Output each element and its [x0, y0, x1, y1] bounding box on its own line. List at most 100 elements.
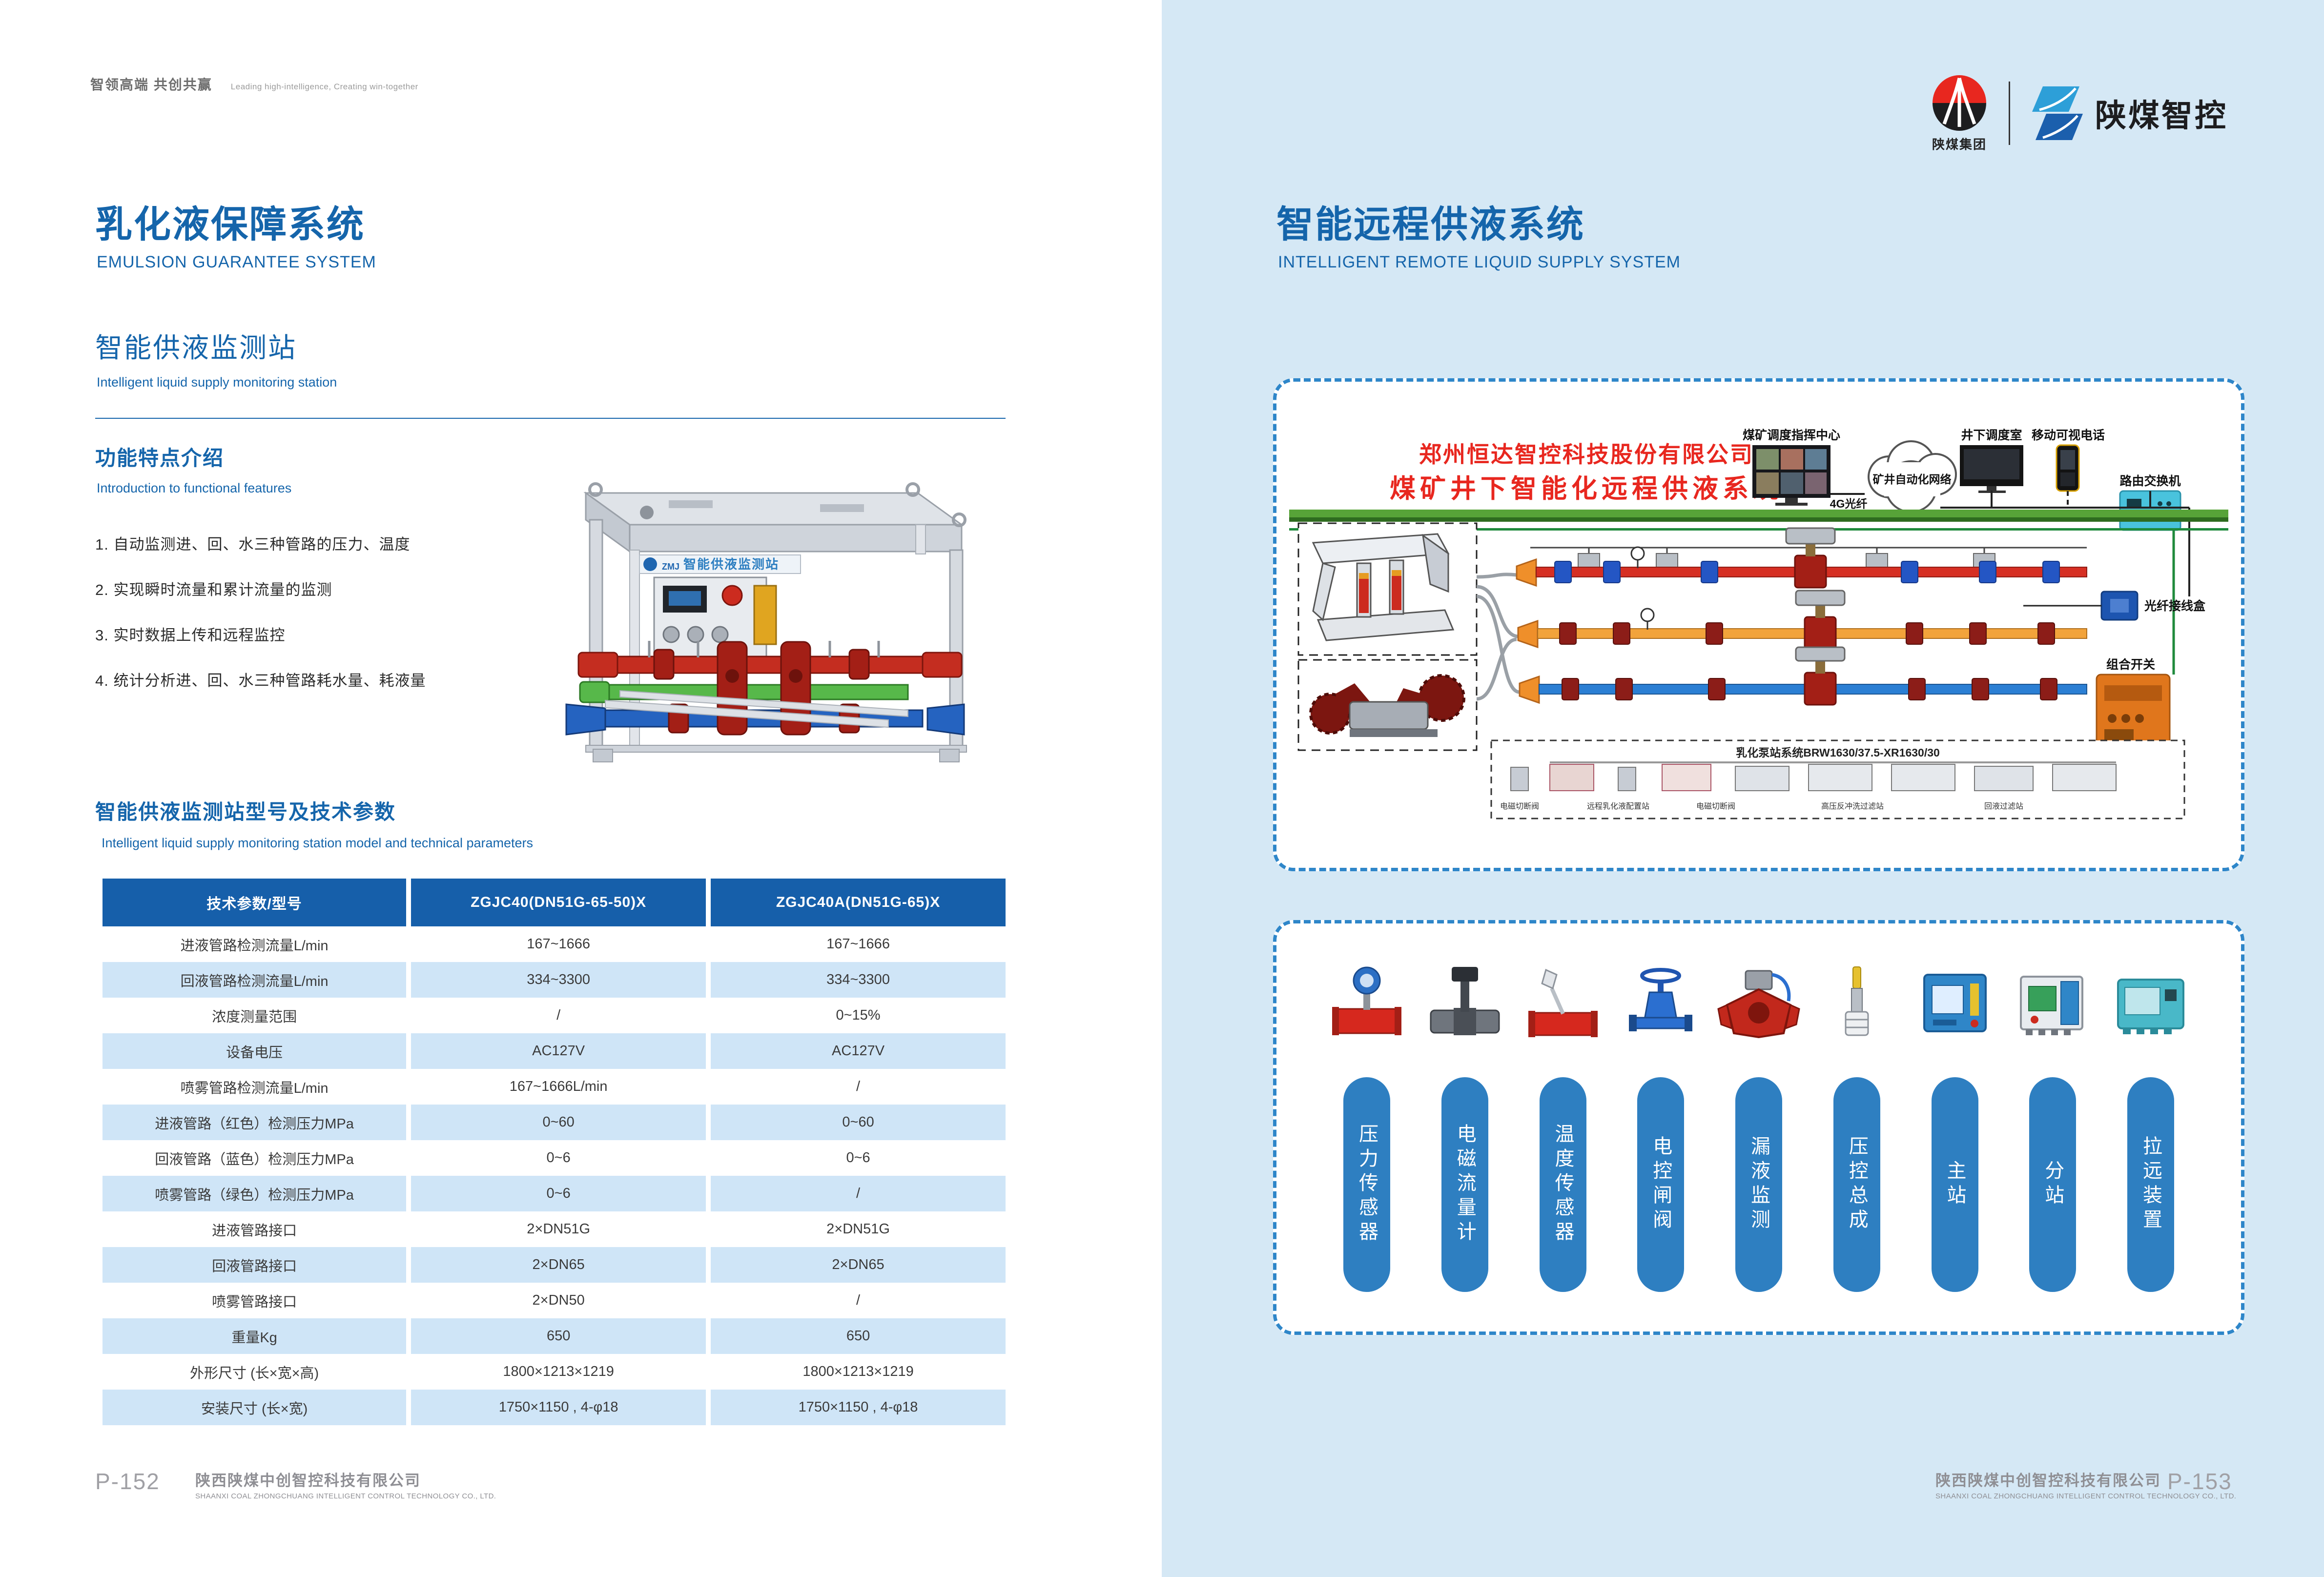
features-heading-en: Introduction to functional features [97, 481, 292, 495]
pressure-sensor-icon [1332, 966, 1401, 1035]
row-value: 2×DN50 [411, 1283, 706, 1318]
row-value: 1800×1213×1219 [711, 1354, 1006, 1390]
fiber-box-label: 光纤接线盒 [2144, 599, 2206, 613]
remote-device-icon [2117, 979, 2184, 1034]
pump-station-labels: 电磁切断阀 远程乳化液配置站 电磁切断阀 高压反冲洗过滤站 回液过滤站 [1500, 802, 2023, 811]
svg-text:回液过滤站: 回液过滤站 [1984, 802, 2023, 811]
pump-station-equipment [1510, 761, 2117, 791]
component-pill-label: 拉远装置 [2140, 1136, 2161, 1233]
shaanxi-coal-group-icon [1933, 75, 1986, 131]
return-pipeline-orange [1517, 590, 2087, 650]
table-row: 浓度测量范围/0~15% [103, 998, 1006, 1033]
row-value: 167~1666 [711, 926, 1006, 962]
component-pill-label: 压控总成 [1846, 1136, 1868, 1233]
row-value: 0~60 [711, 1105, 1006, 1140]
row-label: 安装尺寸 (长×宽) [103, 1390, 407, 1425]
row-label: 进液管路检测流量L/min [103, 926, 407, 962]
component-pill-label: 主站 [1944, 1160, 1966, 1209]
row-value: / [711, 1176, 1006, 1211]
slogan-en: Leading high-intelligence, Creating win-… [230, 82, 418, 91]
brand-logos: 陕煤集团 陕煤智控 [1931, 73, 2228, 153]
feature-item: 4. 统计分析进、回、水三种管路耗水量、耗液量 [95, 672, 426, 689]
spec-table-header-row: 技术参数/型号 ZGJC40(DN51G-65-50)X ZGJC40A(DN5… [103, 879, 1006, 926]
table-row: 回液管路（蓝色）检测压力MPa 0~6 0~6 [103, 1140, 1006, 1176]
footer-company-en: SHAANXI COAL ZHONGCHUANG INTELLIGENT CON… [1935, 1492, 2237, 1500]
row-value: / [711, 1069, 1006, 1105]
component-item: 电磁流量计 [1421, 960, 1509, 1292]
footer-company-left: 陕西陕煤中创智控科技有限公司 SHAANXI COAL ZHONGCHUANG … [195, 1468, 496, 1500]
row-value: 0~6 [711, 1140, 1006, 1176]
feature-item: 2. 实现瞬时流量和累计流量的监测 [95, 581, 332, 598]
row-label: 回液管路接口 [103, 1247, 407, 1283]
row-value: 334~3300 [711, 962, 1006, 998]
row-value: AC127V [711, 1033, 1006, 1069]
group-logo: 陕煤集团 [1931, 73, 1988, 153]
row-label: 喷雾管路检测流量L/min [103, 1069, 407, 1105]
page-title: 乳化液保障系统 [95, 204, 365, 246]
section-title-en: Intelligent liquid supply monitoring sta… [97, 375, 337, 389]
shearer-image [1309, 674, 1465, 737]
page-left: 智领高端 共创共赢 Leading high-intelligence, Crea… [90, 77, 1006, 1500]
table-row: 进液管路（红色）检测压力MPa 0~60 0~60 [103, 1105, 1006, 1140]
component-item: 压控总成 [1813, 960, 1901, 1292]
svg-text:电磁切断阀: 电磁切断阀 [1500, 802, 1539, 811]
component-pill-label: 压力传感器 [1356, 1124, 1378, 1246]
router-label: 路由交换机 [2119, 474, 2180, 488]
component-item: 拉远装置 [2107, 960, 2195, 1292]
component-item: 电控闸阀 [1617, 960, 1705, 1292]
combo-switch-label: 组合开关 [2106, 657, 2155, 672]
grass-strip [1289, 510, 2228, 519]
row-value: 1750×1150 , 4-φ18 [411, 1390, 706, 1425]
component-pill: 压力传感器 [1343, 1077, 1390, 1292]
row-label: 回液管路检测流量L/min [103, 962, 407, 998]
table-row: 喷雾管路接口 2×DN50/ [103, 1283, 1006, 1318]
zhikong-logo-icon [2032, 86, 2083, 140]
dispatch-monitor-screens [1756, 449, 1827, 494]
page-title-en: EMULSION GUARANTEE SYSTEM [97, 253, 376, 271]
leak-monitor-icon [1717, 970, 1800, 1039]
params-heading-en: Intelligent liquid supply monitoring sta… [102, 836, 533, 850]
group-logo-label: 陕煤集团 [1932, 137, 1987, 152]
row-value: 0~6 [411, 1140, 706, 1176]
system-diagram-panel: 郑州恒达智控科技股份有限公司 煤矿井下智能化远程供液系统 煤矿调度指挥中心 4G… [1273, 378, 2244, 871]
table-row: 喷雾管路检测流量L/min 167~1666L/min / [103, 1069, 1006, 1105]
row-value: 0~6 [411, 1176, 706, 1211]
footer-company-cn: 陕西陕煤中创智控科技有限公司 [195, 1472, 421, 1489]
row-value: 0~60 [411, 1105, 706, 1140]
network-cloud-label: 矿井自动化网络 [1873, 473, 1952, 486]
row-label: 喷雾管路接口 [103, 1283, 407, 1318]
component-item: 压力传感器 [1323, 960, 1411, 1292]
row-value: / [411, 998, 706, 1033]
row-label: 喷雾管路（绿色）检测压力MPa [103, 1176, 407, 1211]
component-pill: 电控闸阀 [1637, 1077, 1685, 1292]
table-row: 进液管路接口 2×DN51G 2×DN51G [103, 1211, 1006, 1247]
row-label: 回液管路（蓝色）检测压力MPa [103, 1140, 407, 1176]
component-pill: 压控总成 [1833, 1077, 1880, 1292]
row-value: 1750×1150 , 4-φ18 [711, 1390, 1006, 1425]
component-pill: 主站 [1931, 1077, 1978, 1292]
fiber-label: 4G光纤 [1830, 497, 1868, 510]
hydraulic-support-image [1312, 533, 1455, 641]
row-value: 2×DN65 [711, 1247, 1006, 1283]
features-heading: 功能特点介绍 [95, 447, 225, 470]
row-value: 2×DN51G [711, 1211, 1006, 1247]
row-value: / [711, 1283, 1006, 1318]
section-divider [95, 418, 1006, 419]
svg-text:电磁切断阀: 电磁切断阀 [1696, 802, 1735, 811]
inlet-pipeline-red [1516, 527, 2087, 589]
component-pill: 漏液监测 [1735, 1077, 1782, 1292]
row-label: 进液管路（红色）检测压力MPa [103, 1105, 407, 1140]
row-value: 167~1666L/min [411, 1069, 706, 1105]
row-value: 334~3300 [411, 962, 706, 998]
component-item: 漏液监测 [1715, 960, 1803, 1292]
section-title: 智能供液监测站 [95, 332, 297, 363]
brand-name: 陕煤智控 [2095, 98, 2228, 133]
machine-label: 智能供液监测站 [683, 557, 779, 572]
row-value: 650 [711, 1318, 1006, 1354]
page-title-right: 智能远程供液系统 [1276, 204, 1585, 246]
row-value: AC127V [411, 1033, 706, 1069]
row-value: 1800×1213×1219 [411, 1354, 706, 1390]
footer-company-cn: 陕西陕煤中创智控科技有限公司 [1935, 1472, 2161, 1489]
footer-company-right: 陕西陕煤中创智控科技有限公司 SHAANXI COAL ZHONGCHUANG … [1935, 1468, 2236, 1500]
page-right: 陕煤集团 陕煤智控 智能远程供液系统 INTELLIGENT REMOTE LI… [1162, 0, 2324, 1577]
